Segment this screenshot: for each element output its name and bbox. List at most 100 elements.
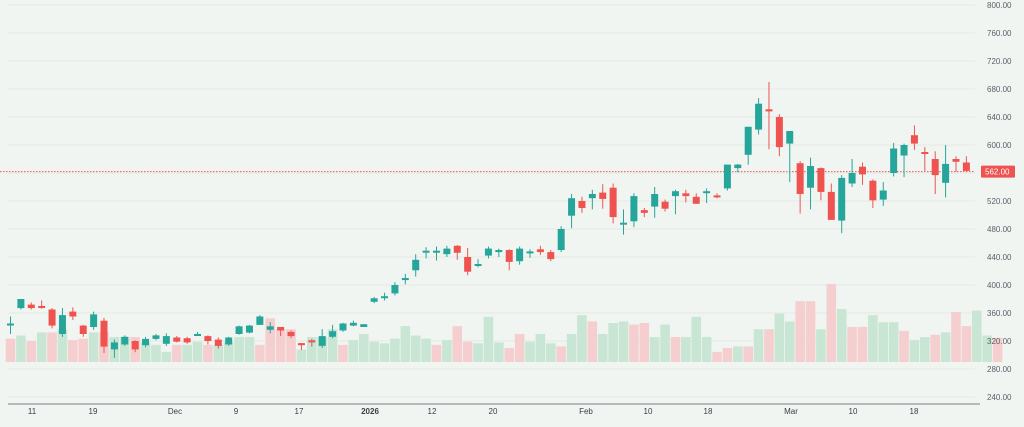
candle[interactable] bbox=[962, 156, 970, 172]
candle[interactable] bbox=[183, 336, 191, 344]
candle[interactable] bbox=[671, 189, 679, 215]
candle[interactable] bbox=[173, 336, 181, 343]
candle[interactable] bbox=[329, 324, 337, 339]
candle[interactable] bbox=[900, 143, 908, 178]
candle[interactable] bbox=[48, 308, 56, 329]
candle[interactable] bbox=[827, 183, 835, 220]
candle[interactable] bbox=[495, 248, 503, 257]
candle[interactable] bbox=[453, 245, 461, 260]
candle[interactable] bbox=[474, 259, 482, 268]
candle[interactable] bbox=[17, 299, 25, 310]
volume-bar bbox=[442, 340, 452, 362]
candle[interactable] bbox=[692, 193, 700, 204]
candle[interactable] bbox=[235, 325, 243, 335]
candle[interactable] bbox=[245, 324, 253, 334]
candle[interactable] bbox=[443, 245, 451, 257]
candle[interactable] bbox=[723, 164, 731, 191]
candle[interactable] bbox=[110, 339, 118, 358]
candle[interactable] bbox=[620, 209, 628, 235]
candle[interactable] bbox=[817, 167, 825, 201]
candle[interactable] bbox=[162, 333, 170, 346]
candle[interactable] bbox=[599, 184, 607, 209]
candle[interactable] bbox=[661, 199, 669, 212]
candle[interactable] bbox=[422, 247, 430, 259]
candle[interactable] bbox=[464, 247, 472, 276]
candle[interactable] bbox=[765, 82, 773, 150]
candle-body bbox=[152, 335, 160, 339]
candle[interactable] bbox=[568, 194, 576, 229]
candle[interactable] bbox=[391, 282, 399, 296]
candle[interactable] bbox=[547, 250, 555, 262]
candle[interactable] bbox=[921, 147, 929, 171]
candle[interactable] bbox=[858, 162, 866, 185]
candle[interactable] bbox=[910, 125, 918, 150]
candle[interactable] bbox=[775, 114, 783, 157]
candle[interactable] bbox=[682, 189, 690, 203]
candle-body bbox=[817, 168, 825, 192]
candle[interactable] bbox=[401, 273, 409, 285]
candle[interactable] bbox=[609, 183, 617, 224]
candle[interactable] bbox=[381, 292, 389, 301]
candle[interactable] bbox=[360, 324, 368, 327]
candle[interactable] bbox=[526, 249, 534, 258]
candle[interactable] bbox=[713, 193, 721, 199]
candle[interactable] bbox=[69, 307, 77, 320]
candle[interactable] bbox=[484, 246, 492, 259]
time-axis[interactable]: 11 19 Dec 9 17 2026 12 20 Feb 10 18 Mar 10 18 bbox=[28, 407, 919, 416]
candle[interactable] bbox=[588, 189, 596, 210]
candle[interactable] bbox=[505, 249, 513, 271]
candle[interactable] bbox=[100, 317, 108, 353]
candle[interactable] bbox=[287, 330, 295, 339]
candle[interactable] bbox=[796, 161, 804, 214]
candle[interactable] bbox=[256, 315, 264, 325]
candle[interactable] bbox=[516, 246, 524, 265]
candle[interactable] bbox=[838, 175, 846, 234]
candle[interactable] bbox=[630, 193, 638, 227]
candle[interactable] bbox=[38, 300, 46, 309]
candle[interactable] bbox=[755, 98, 763, 135]
candle[interactable] bbox=[277, 327, 285, 337]
candle[interactable] bbox=[90, 311, 98, 330]
candle[interactable] bbox=[204, 335, 212, 345]
candle[interactable] bbox=[58, 308, 66, 337]
candle[interactable] bbox=[786, 131, 794, 183]
candle[interactable] bbox=[79, 324, 87, 337]
candle[interactable] bbox=[339, 322, 347, 332]
candle[interactable] bbox=[744, 126, 752, 165]
candle[interactable] bbox=[131, 340, 139, 353]
candle[interactable] bbox=[349, 320, 357, 327]
candle[interactable] bbox=[890, 142, 898, 177]
candle[interactable] bbox=[266, 322, 274, 334]
candle[interactable] bbox=[194, 331, 202, 336]
candle[interactable] bbox=[27, 302, 35, 310]
candle[interactable] bbox=[557, 226, 565, 253]
candle[interactable] bbox=[869, 179, 877, 208]
candle[interactable] bbox=[225, 336, 233, 346]
candle[interactable] bbox=[807, 157, 815, 210]
candle[interactable] bbox=[142, 336, 150, 348]
candle[interactable] bbox=[578, 196, 586, 213]
candle[interactable] bbox=[536, 245, 544, 255]
candle[interactable] bbox=[651, 187, 659, 218]
candle[interactable] bbox=[7, 316, 14, 335]
candle[interactable] bbox=[703, 188, 711, 204]
candle[interactable] bbox=[640, 208, 648, 218]
candle[interactable] bbox=[879, 182, 887, 206]
candle[interactable] bbox=[297, 343, 305, 351]
candle[interactable] bbox=[308, 338, 316, 347]
candle[interactable] bbox=[121, 335, 129, 346]
candle[interactable] bbox=[931, 151, 939, 194]
candle[interactable] bbox=[848, 159, 856, 187]
candle[interactable] bbox=[152, 334, 160, 341]
candle[interactable] bbox=[214, 337, 222, 349]
candle[interactable] bbox=[370, 296, 378, 304]
candle[interactable] bbox=[432, 246, 440, 261]
candle[interactable] bbox=[942, 145, 950, 198]
candle[interactable] bbox=[318, 329, 326, 348]
price-axis[interactable]: 800.00 760.00 720.00 680.00 640.00 600.00 520.… bbox=[987, 1, 1012, 402]
candle-body bbox=[630, 196, 638, 222]
candle[interactable] bbox=[412, 254, 420, 277]
candle[interactable] bbox=[734, 163, 742, 173]
candle[interactable] bbox=[952, 156, 960, 172]
